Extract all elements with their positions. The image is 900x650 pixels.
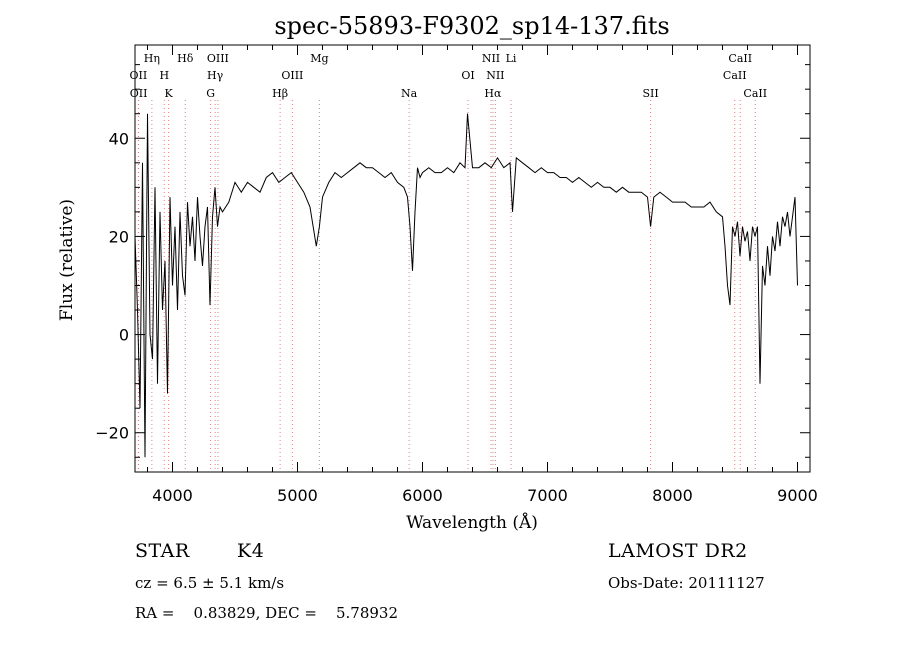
spectral-line-label: NII	[486, 69, 504, 82]
spectral-line-label: OI	[461, 69, 474, 82]
spectrum-plot: spec-55893-F9302_sp14-137.fits OII OII Hη H…	[57, 12, 818, 533]
x-tick-label: 9000	[777, 486, 818, 505]
spectral-line-label: G	[206, 87, 215, 100]
spectral-line-label: Li	[506, 52, 517, 65]
y-tick-label: 40	[109, 129, 129, 148]
x-tick-label: 6000	[402, 486, 443, 505]
spectral-line-label: CaII	[728, 52, 752, 65]
x-axis-label: Wavelength (Å)	[406, 512, 538, 533]
spectrum-series	[134, 113, 798, 458]
y-axis-label: Flux (relative)	[57, 199, 77, 321]
coordinates: RA = 0.83829, DEC = 5.78932	[135, 604, 398, 622]
survey-name: LAMOST DR2	[608, 540, 748, 562]
spectral-line-label: H	[159, 69, 169, 82]
x-tick-label: 7000	[527, 486, 568, 505]
y-tick-label: −20	[95, 424, 129, 443]
y-axis: −20 0 20 40	[95, 64, 810, 458]
plot-frame	[134, 44, 811, 473]
spectral-line-label: OII	[130, 87, 148, 100]
spectral-line-markers	[137, 100, 756, 472]
y-tick-label: 20	[109, 227, 129, 246]
spectral-line-label: Na	[401, 87, 418, 100]
spectral-line-label: Hδ	[177, 52, 194, 65]
chart-title: spec-55893-F9302_sp14-137.fits	[274, 12, 669, 40]
x-axis: 4000 5000 6000 7000 8000 9000	[147, 45, 818, 505]
y-tick-label: 0	[119, 326, 129, 345]
spectral-line-label: SII	[643, 87, 659, 100]
redshift-value: cz = 6.5 ± 5.1 km/s	[135, 574, 285, 592]
observation-date: Obs-Date: 20111127	[608, 574, 765, 592]
x-tick-label: 8000	[652, 486, 693, 505]
spectral-line-label: Hα	[484, 87, 502, 100]
object-class: STAR	[135, 540, 190, 562]
spectral-line-label: Hη	[144, 52, 160, 65]
spectral-line-label: K	[165, 87, 174, 100]
spectral-line-label: Mg	[310, 52, 328, 65]
spectral-line-label: OIII	[207, 52, 229, 65]
spectral-line-label: CaII	[723, 69, 747, 82]
spectral-line-label: Hβ	[272, 87, 288, 100]
object-subclass: K4	[237, 540, 265, 562]
spectral-line-label: Hγ	[207, 69, 224, 82]
spectral-line-label: NII	[482, 52, 500, 65]
spectral-line-label: OII	[130, 69, 148, 82]
x-tick-label: 4000	[152, 486, 193, 505]
spectral-line-label: CaII	[743, 87, 767, 100]
spectrum-line	[134, 113, 798, 458]
spectral-line-label: OIII	[281, 69, 303, 82]
spectral-line-labels: OII OII Hη HK Hδ OIII Hγ G OIII Hβ Mg Na OI NII NII Hα L…	[130, 52, 768, 100]
x-tick-label: 5000	[277, 486, 318, 505]
